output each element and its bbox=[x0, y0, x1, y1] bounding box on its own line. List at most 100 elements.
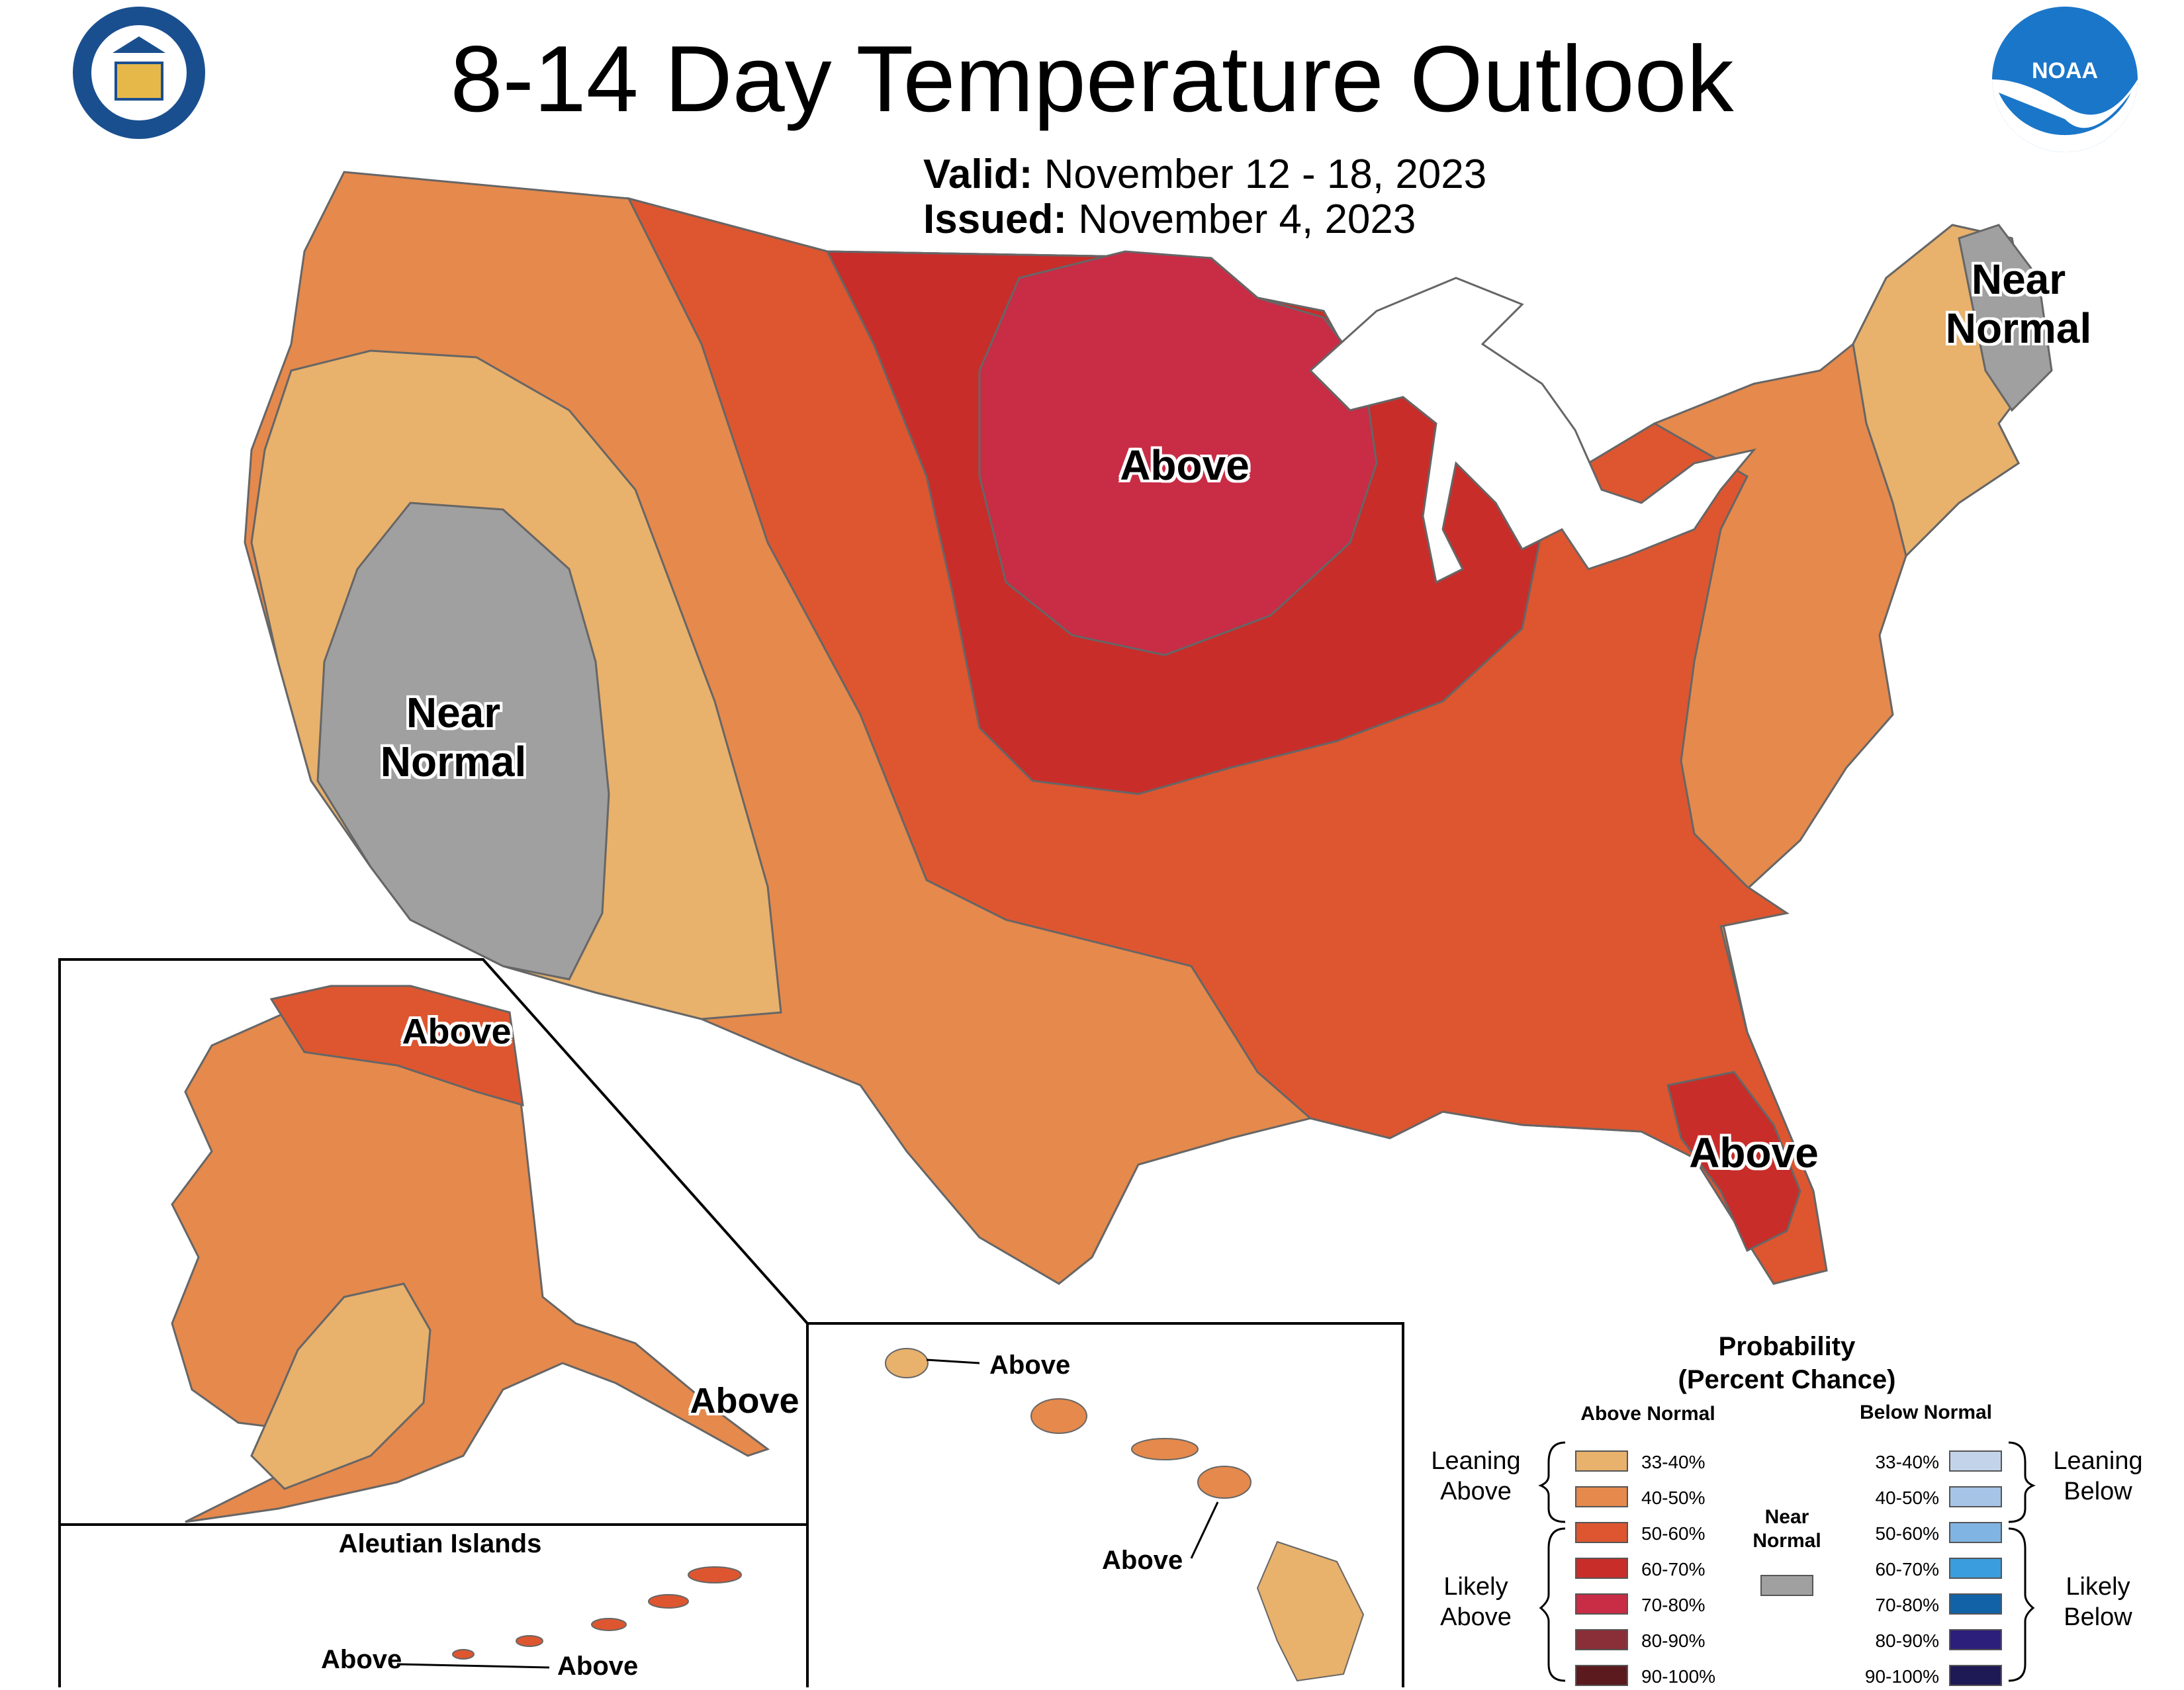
legend-above-row: 70-80% bbox=[1575, 1592, 1747, 1619]
leaning-below-line1: Leaning bbox=[2053, 1447, 2143, 1475]
hawaii-islands bbox=[885, 1348, 1365, 1682]
leaning-above-line2: Above bbox=[1440, 1478, 1512, 1505]
legend-title-line1: Probability bbox=[1718, 1332, 1856, 1361]
legend-likely-above: Likely Above bbox=[1416, 1572, 1535, 1632]
legend-title-line2: (Percent Chance) bbox=[1678, 1365, 1896, 1394]
noaa-logo bbox=[1992, 7, 2138, 152]
commerce-seal-logo bbox=[73, 7, 205, 139]
legend-above-row: 90-100% bbox=[1575, 1664, 1747, 1690]
west-near-label-line1: Near bbox=[406, 689, 501, 736]
legend-above-label: 70-80% bbox=[1641, 1595, 1706, 1615]
near-normal-line2: Normal bbox=[1752, 1530, 1821, 1552]
aleutian-islands-title: Aleutian Islands bbox=[338, 1529, 542, 1558]
issued-label: Issued: bbox=[923, 197, 1068, 242]
leaning-above-line1: Leaning bbox=[1431, 1447, 1521, 1475]
legend-likely-below: Likely Below bbox=[2038, 1572, 2158, 1632]
maine-near-label-line1: Near bbox=[1971, 255, 2066, 303]
legend-below-row: 90-100% bbox=[1853, 1664, 2025, 1690]
legend-above-brackets bbox=[1538, 1441, 1566, 1682]
valid-label: Valid: bbox=[923, 152, 1033, 197]
legend-leaning-above: Leaning Above bbox=[1416, 1446, 1535, 1507]
west-near-normal-region bbox=[316, 502, 610, 981]
legend-near-normal-swatch bbox=[1760, 1575, 1813, 1596]
legend-below-swatch bbox=[1949, 1665, 2002, 1686]
maine-normal-label-line2: Normal bbox=[1945, 304, 2092, 352]
legend-above-label: 40-50% bbox=[1641, 1488, 1706, 1508]
legend-above-label: 80-90% bbox=[1641, 1630, 1706, 1651]
alaska-north-above-label: Above bbox=[402, 1012, 512, 1051]
central-likely-above-70 bbox=[978, 250, 1378, 656]
legend-above-swatch bbox=[1575, 1522, 1628, 1543]
issued-value: November 4, 2023 bbox=[1078, 197, 1416, 242]
likely-above-line2: Above bbox=[1440, 1603, 1512, 1631]
hawaii-label-line-1 bbox=[926, 1358, 980, 1364]
legend-above-header: Above Normal bbox=[1580, 1403, 1715, 1425]
likely-below-line2: Below bbox=[2064, 1603, 2132, 1631]
legend-below-label: 80-90% bbox=[1875, 1630, 1939, 1651]
legend-above-label: 33-40% bbox=[1641, 1452, 1706, 1472]
hawaii-label-line-2 bbox=[1190, 1501, 1219, 1559]
legend-below-swatch bbox=[1949, 1629, 2002, 1650]
hawaii-above-label-2: Above bbox=[1102, 1546, 1183, 1575]
legend-above-swatch bbox=[1575, 1629, 1628, 1650]
legend-below-label: 70-80% bbox=[1875, 1595, 1939, 1615]
legend-below-brackets bbox=[2008, 1441, 2036, 1682]
legend-above-swatch bbox=[1575, 1558, 1628, 1579]
legend-leaning-below: Leaning Below bbox=[2038, 1446, 2158, 1507]
alaska-se-above-label: Above bbox=[690, 1381, 799, 1421]
maine-near-normal-region bbox=[1958, 224, 2053, 412]
legend-below-swatch bbox=[1949, 1450, 2002, 1472]
near-normal-line1: Near bbox=[1764, 1506, 1809, 1528]
legend-below-label: 33-40% bbox=[1875, 1452, 1939, 1472]
legend-above-label: 50-60% bbox=[1641, 1523, 1706, 1544]
great-lakes bbox=[1308, 277, 1756, 584]
likely-below-line1: Likely bbox=[2066, 1573, 2130, 1601]
legend-above-label: 90-100% bbox=[1641, 1666, 1716, 1687]
legend-title: Probability (Percent Chance) bbox=[1628, 1330, 1946, 1396]
aleutian-above-label-1: Above bbox=[321, 1645, 402, 1674]
legend-above-row: 33-40% bbox=[1575, 1449, 1747, 1476]
legend-above-swatch bbox=[1575, 1450, 1628, 1472]
legend-below-row: 60-70% bbox=[1853, 1556, 2025, 1583]
legend-below-label: 50-60% bbox=[1875, 1523, 1939, 1544]
legend-above-swatch bbox=[1575, 1486, 1628, 1507]
legend-above-swatch bbox=[1575, 1593, 1628, 1615]
florida-above-label: Above bbox=[1689, 1129, 1819, 1177]
west-normal-label-line2: Normal bbox=[380, 738, 527, 785]
legend-below-swatch bbox=[1949, 1593, 2002, 1615]
legend-below-label: 40-50% bbox=[1875, 1488, 1939, 1508]
legend-above-row: 80-90% bbox=[1575, 1628, 1747, 1654]
legend-above-row: 50-60% bbox=[1575, 1521, 1747, 1547]
valid-row: Valid: November 12 - 18, 2023 bbox=[923, 151, 1486, 199]
hawaii-above-label-1: Above bbox=[989, 1351, 1071, 1380]
valid-value: November 12 - 18, 2023 bbox=[1044, 152, 1487, 197]
alaska-north-likely-above bbox=[269, 985, 524, 1107]
legend-below-label: 60-70% bbox=[1875, 1559, 1939, 1579]
leaning-below-line2: Below bbox=[2064, 1478, 2132, 1505]
likely-above-line1: Likely bbox=[1443, 1573, 1508, 1601]
legend-below-row: 80-90% bbox=[1853, 1628, 2025, 1654]
west-near-normal-label: Near Normal bbox=[344, 688, 563, 786]
alaska-southwest-leaning-above bbox=[250, 1282, 432, 1490]
legend-above-label: 60-70% bbox=[1641, 1559, 1706, 1579]
legend-below-row: 40-50% bbox=[1853, 1485, 2025, 1511]
legend-near-normal-label: Near Normal bbox=[1747, 1505, 1827, 1553]
legend-above-swatch bbox=[1575, 1665, 1628, 1686]
aleutian-above-label-2: Above bbox=[557, 1652, 639, 1681]
legend-above-row: 40-50% bbox=[1575, 1485, 1747, 1511]
noaa-logo-text: NOAA bbox=[2031, 58, 2099, 83]
legend-above-row: 60-70% bbox=[1575, 1556, 1747, 1583]
legend-below-row: 70-80% bbox=[1853, 1592, 2025, 1619]
legend-below-label: 90-100% bbox=[1864, 1666, 1939, 1687]
legend-below-swatch bbox=[1949, 1558, 2002, 1579]
page-title: 8-14 Day Temperature Outlook bbox=[450, 26, 1734, 132]
issued-row: Issued: November 4, 2023 bbox=[923, 196, 1416, 244]
aleutian-label-line bbox=[396, 1663, 550, 1669]
hawaii-inset-frame bbox=[806, 1322, 1404, 1687]
aleutian-islands bbox=[452, 1566, 742, 1660]
legend-below-row: 50-60% bbox=[1853, 1521, 2025, 1547]
legend-below-row: 33-40% bbox=[1853, 1449, 2025, 1476]
florida-likely-above-60 bbox=[1666, 1071, 1801, 1253]
legend-below-swatch bbox=[1949, 1522, 2002, 1543]
